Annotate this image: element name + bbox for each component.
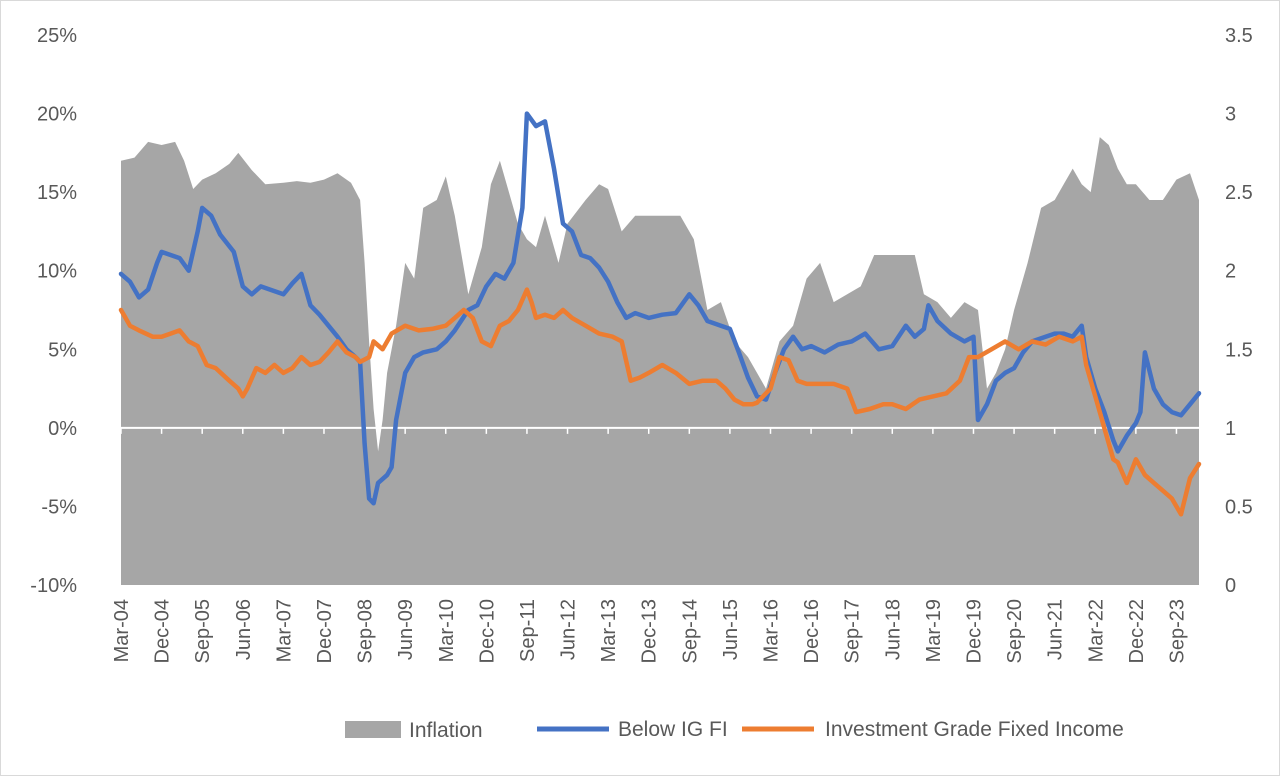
legend-label-below-ig: Below IG FI bbox=[618, 718, 728, 741]
y-left-tick-label: 10% bbox=[37, 261, 77, 283]
y-right-tick-label: 0 bbox=[1225, 575, 1236, 597]
x-tick-label: Mar-04 bbox=[111, 599, 133, 662]
x-tick-label: Dec-07 bbox=[314, 599, 336, 663]
x-tick-label: Dec-13 bbox=[639, 599, 661, 663]
x-tick-label: Jun-15 bbox=[720, 599, 742, 660]
legend-label-inflation: Inflation bbox=[409, 719, 483, 742]
y-left-tick-label: 5% bbox=[48, 339, 77, 361]
series-line-2 bbox=[118, 287, 1202, 517]
legend-swatch-inflation bbox=[345, 721, 401, 738]
x-tick-label: Sep-17 bbox=[842, 599, 864, 664]
series-area-0 bbox=[121, 137, 1199, 585]
y-left-tick-label: 0% bbox=[48, 418, 77, 440]
y-right-tick-label: 1.5 bbox=[1225, 339, 1253, 361]
y-right-tick-label: 2.5 bbox=[1225, 182, 1253, 204]
right-axis: 3.5 3 2.5 2 1.5 1 0.5 0 bbox=[1225, 25, 1253, 597]
y-left-tick-label: 25% bbox=[37, 25, 77, 47]
series-line-1 bbox=[118, 111, 1202, 506]
y-left-tick-label: -10% bbox=[30, 575, 77, 597]
y-right-tick-label: 0.5 bbox=[1225, 496, 1253, 518]
x-tick-label: Dec-22 bbox=[1126, 599, 1148, 663]
zero-line-layer bbox=[101, 426, 1199, 434]
y-left-tick-label: 15% bbox=[37, 182, 77, 204]
y-right-tick-label: 2 bbox=[1225, 261, 1236, 283]
left-axis: 25% 20% 15% 10% 5% 0% -5% -10% bbox=[30, 25, 77, 597]
x-tick-label: Sep-11 bbox=[517, 599, 539, 662]
y-right-tick-label: 1 bbox=[1225, 418, 1236, 440]
x-tick-label: Jun-21 bbox=[1045, 599, 1067, 660]
x-tick-label: Sep-20 bbox=[1004, 599, 1026, 664]
x-tick-label: Jun-12 bbox=[558, 599, 580, 660]
x-tick-label: Dec-16 bbox=[801, 599, 823, 663]
legend: Inflation Below IG FI Investment Grade Fix… bbox=[345, 718, 1124, 742]
x-tick-label: Mar-07 bbox=[273, 599, 295, 662]
x-tick-label: Dec-04 bbox=[152, 599, 174, 663]
y-left-tick-label: -5% bbox=[41, 496, 77, 518]
x-tick-label: Mar-10 bbox=[436, 599, 458, 662]
x-tick-label: Dec-10 bbox=[476, 599, 498, 663]
x-tick-label: Dec-19 bbox=[964, 599, 986, 663]
y-left-tick-label: 20% bbox=[37, 104, 77, 126]
x-tick-label: Mar-13 bbox=[598, 599, 620, 662]
x-tick-label: Sep-14 bbox=[679, 599, 701, 664]
y-right-tick-label: 3 bbox=[1225, 104, 1236, 126]
line-layer bbox=[118, 111, 1202, 517]
x-tick-label: Mar-19 bbox=[923, 599, 945, 662]
x-tick-label: Jun-18 bbox=[882, 599, 904, 660]
y-right-tick-label: 3.5 bbox=[1225, 25, 1253, 47]
x-tick-label: Mar-16 bbox=[761, 599, 783, 662]
x-tick-label: Jun-09 bbox=[395, 599, 417, 660]
x-axis: Mar-04 Dec-04 Sep-05 Jun-06 Mar-07 Dec-07 Sep-… bbox=[111, 599, 1188, 664]
x-tick-label: Sep-23 bbox=[1166, 599, 1188, 664]
x-tick-label: Mar-22 bbox=[1085, 599, 1107, 662]
legend-label-ig: Investment Grade Fixed Income bbox=[825, 718, 1124, 741]
x-tick-label: Jun-06 bbox=[233, 599, 255, 660]
x-tick-label: Sep-05 bbox=[192, 599, 214, 664]
area-layer bbox=[121, 137, 1199, 585]
x-tick-label: Sep-08 bbox=[355, 599, 377, 664]
